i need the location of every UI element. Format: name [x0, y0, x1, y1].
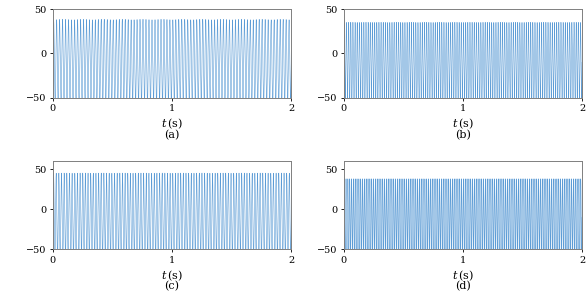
X-axis label: $t\,(\mathrm{s})$: $t\,(\mathrm{s})$: [161, 269, 183, 283]
X-axis label: $t\,(\mathrm{s})$: $t\,(\mathrm{s})$: [161, 117, 183, 132]
Text: (c): (c): [165, 282, 179, 292]
Text: (d): (d): [455, 282, 471, 292]
X-axis label: $t\,(\mathrm{s})$: $t\,(\mathrm{s})$: [452, 269, 474, 283]
Text: (a): (a): [165, 129, 180, 140]
X-axis label: $t\,(\mathrm{s})$: $t\,(\mathrm{s})$: [452, 117, 474, 132]
Text: (b): (b): [455, 129, 471, 140]
